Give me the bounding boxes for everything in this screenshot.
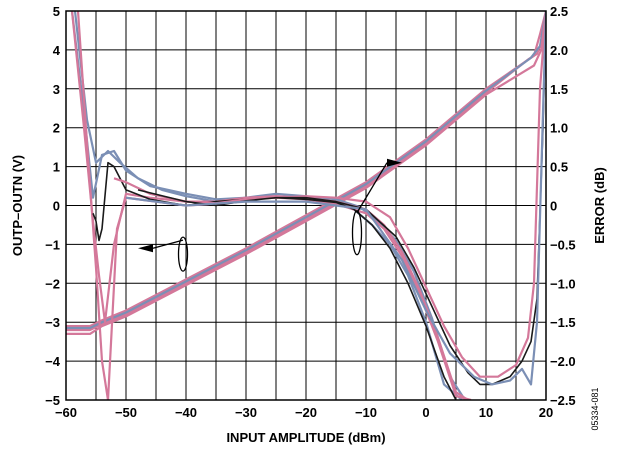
right-y-tick-label: −1.5 [550,315,576,330]
left-y-tick-label: 1 [53,160,60,175]
right-y-tick-label: −1.0 [550,276,576,291]
right-axis-title: ERROR (dB) [592,167,607,244]
error-line-pink [113,11,546,378]
left-series-group-oval [177,236,189,272]
x-tick-label: −50 [115,405,137,420]
left-y-tick-label: 2 [53,121,60,136]
left-y-tick-label: −2 [45,276,60,291]
right-series-group-oval [351,210,363,256]
x-tick-label: 0 [422,405,429,420]
x-tick-label: 10 [479,405,493,420]
left-y-tick-label: 0 [53,199,60,214]
plot-frame [65,10,547,401]
output-voltage-line-blue [66,11,546,330]
right-y-tick-label: −0.5 [550,237,576,252]
right-y-tick-label: 2.0 [550,43,568,58]
x-tick-label: −40 [175,405,197,420]
left-arrow-icon [138,244,153,253]
left-y-tick-label: 3 [53,82,60,97]
left-axis-tick-labels: 5 4 3 2 1 0 −1 −2 −3 −4 −5 [45,4,61,408]
right-y-tick-label: −2.5 [550,393,576,408]
output-voltage-line-pink [66,11,546,335]
error-line-pink [70,11,469,400]
grid-lines [65,10,547,401]
data-series [66,11,546,400]
annotations [138,158,402,272]
x-tick-label: −10 [355,405,377,420]
right-arrow-icon [387,158,402,167]
output-voltage-line-pink [66,11,546,328]
x-axis-title: INPUT AMPLITUDE (dBm) [226,430,385,445]
right-axis-tick-labels: 2.5 2.0 1.5 1.0 0.5 0 −0.5 −1.0 −1.5 −2.0 −2.5 [550,4,576,408]
right-y-tick-label: 2.5 [550,4,568,19]
right-y-tick-label: 1.0 [550,121,568,136]
left-y-tick-label: 4 [53,43,61,58]
x-tick-label: −60 [55,405,77,420]
figure-id: 05334-081 [590,387,600,430]
x-axis-tick-labels: −60 −50 −40 −30 −20 −10 0 10 20 [55,405,553,420]
x-tick-label: 20 [539,405,553,420]
error-line-blue [125,11,546,386]
left-y-tick-label: −1 [45,237,60,252]
right-y-tick-label: −2.0 [550,354,576,369]
right-y-tick-label: 0 [550,199,557,214]
right-y-tick-label: 0.5 [550,160,568,175]
left-y-tick-label: 5 [53,4,60,19]
left-y-tick-label: −4 [45,354,61,369]
left-y-tick-label: −3 [45,315,60,330]
error-line-blue [73,11,466,400]
right-y-tick-label: 1.5 [550,82,568,97]
x-tick-label: −30 [235,405,257,420]
left-arrow-shaft [152,239,184,249]
left-y-tick-label: −5 [45,393,60,408]
error-line-black [137,11,546,386]
right-arrow-shaft [356,162,388,214]
left-axis-title: OUTP–OUTN (V) [10,155,25,256]
x-tick-label: −20 [295,405,317,420]
